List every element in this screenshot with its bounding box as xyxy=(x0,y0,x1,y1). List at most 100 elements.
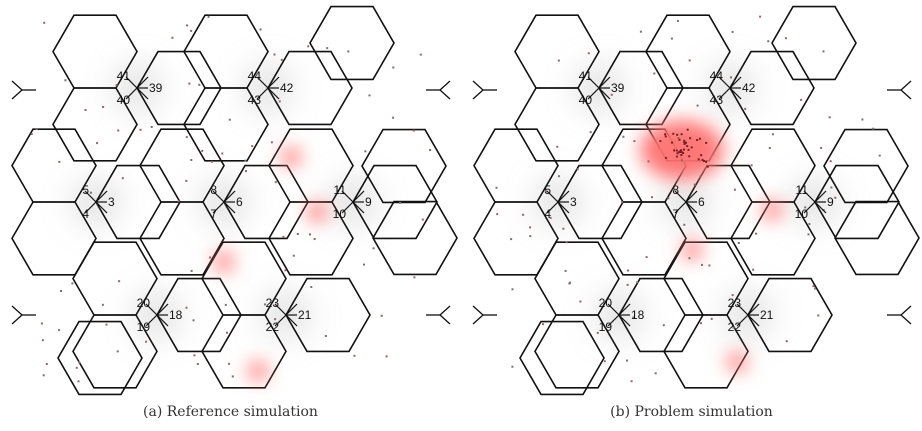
reference-simulation-map: 41 39 40 44 42 43 5 3 4 8 6 7 11 9 10 20 18 19 23 21 22 xyxy=(11,5,458,396)
user-dot xyxy=(822,50,825,53)
user-dot xyxy=(705,141,708,144)
antenna-line xyxy=(341,201,354,214)
user-dot xyxy=(683,143,686,145)
user-dot xyxy=(622,135,625,138)
antenna-line xyxy=(736,303,749,316)
sector-label: 41 xyxy=(117,69,131,83)
user-dot xyxy=(421,218,424,221)
user-dot xyxy=(621,201,624,204)
antenna-line xyxy=(587,76,600,89)
antenna-line xyxy=(285,303,298,316)
user-dot xyxy=(35,128,38,131)
sector-label: 22 xyxy=(266,320,280,334)
user-dot xyxy=(596,331,599,334)
user-dot xyxy=(759,15,762,18)
user-dot xyxy=(664,133,667,136)
user-dot xyxy=(645,256,648,259)
sector-label: 9 xyxy=(365,195,372,209)
interferer-marker xyxy=(11,305,36,325)
antenna-line xyxy=(285,314,298,327)
user-dot xyxy=(96,142,99,145)
user-dot xyxy=(807,233,810,236)
user-dot xyxy=(221,152,224,155)
user-dot xyxy=(353,354,356,357)
user-dot xyxy=(121,177,124,180)
sector-label: 21 xyxy=(298,308,312,322)
antenna-line xyxy=(256,76,269,89)
base-station: 8 6 7 xyxy=(672,183,705,221)
user-dot xyxy=(43,21,46,24)
user-dot xyxy=(676,19,679,22)
user-dot xyxy=(542,323,544,326)
user-dot xyxy=(557,59,560,62)
user-dot xyxy=(829,160,832,163)
user-dot xyxy=(744,107,747,110)
user-dot xyxy=(665,156,668,159)
hex-cell xyxy=(309,5,395,81)
user-dot xyxy=(804,206,807,209)
sector-label: 44 xyxy=(710,69,724,83)
base-station: 11 9 10 xyxy=(333,183,372,221)
hex-cell xyxy=(372,200,458,276)
antenna-line xyxy=(747,314,760,327)
user-dot xyxy=(672,132,675,135)
user-dot xyxy=(413,276,416,279)
user-dot xyxy=(651,196,653,199)
antenna-line xyxy=(546,201,559,214)
user-dot xyxy=(207,15,210,18)
base-station: 44 42 43 xyxy=(248,69,294,107)
user-dot xyxy=(78,361,81,364)
antenna-line xyxy=(136,76,149,89)
sector-label: 8 xyxy=(210,183,217,197)
user-dot xyxy=(710,317,713,320)
antenna-line xyxy=(223,201,236,214)
user-dot xyxy=(785,340,788,343)
hex-cell xyxy=(601,201,687,276)
user-dot xyxy=(226,331,228,334)
user-dot xyxy=(817,314,820,317)
sector-label: 22 xyxy=(728,320,742,334)
antenna-line xyxy=(685,201,698,214)
hex-cell xyxy=(771,5,857,81)
sector-label: 6 xyxy=(236,195,243,209)
user-dot xyxy=(834,196,837,199)
user-dot xyxy=(296,233,299,235)
user-dot xyxy=(292,254,295,257)
user-dot xyxy=(696,104,699,107)
user-dot xyxy=(683,223,686,226)
user-dot xyxy=(730,76,732,79)
user-dot xyxy=(185,306,188,309)
user-dot xyxy=(185,136,188,139)
user-dot xyxy=(190,269,193,272)
interferer-marker xyxy=(11,80,36,100)
user-dot xyxy=(117,129,120,132)
sector-label: 10 xyxy=(795,207,809,221)
user-dot xyxy=(678,151,681,153)
user-dot xyxy=(284,269,287,272)
interferer-marker xyxy=(426,305,451,325)
user-dot xyxy=(636,281,639,284)
user-dot xyxy=(71,282,74,285)
antenna-line xyxy=(685,190,698,203)
user-dot xyxy=(683,139,686,142)
user-dot xyxy=(192,319,195,322)
user-dot xyxy=(495,186,498,189)
user-dot xyxy=(654,372,657,375)
sector-label: 42 xyxy=(280,81,294,95)
sector-label: 39 xyxy=(149,81,163,95)
user-dot xyxy=(784,37,787,40)
user-dot xyxy=(680,154,683,156)
caption-reference: (a) Reference simulation xyxy=(143,404,318,420)
user-dot xyxy=(118,280,121,283)
sector-label: 9 xyxy=(827,195,834,209)
sector-label: 18 xyxy=(169,308,183,322)
user-dot xyxy=(399,201,402,204)
user-dot xyxy=(705,160,708,163)
user-dot xyxy=(872,127,875,130)
antenna-line xyxy=(607,303,620,316)
user-dot xyxy=(767,40,770,43)
base-station: 23 21 22 xyxy=(266,296,312,334)
user-dot xyxy=(731,30,734,33)
user-dot xyxy=(562,227,565,230)
caption-problem: (b) Problem simulation xyxy=(610,404,773,420)
